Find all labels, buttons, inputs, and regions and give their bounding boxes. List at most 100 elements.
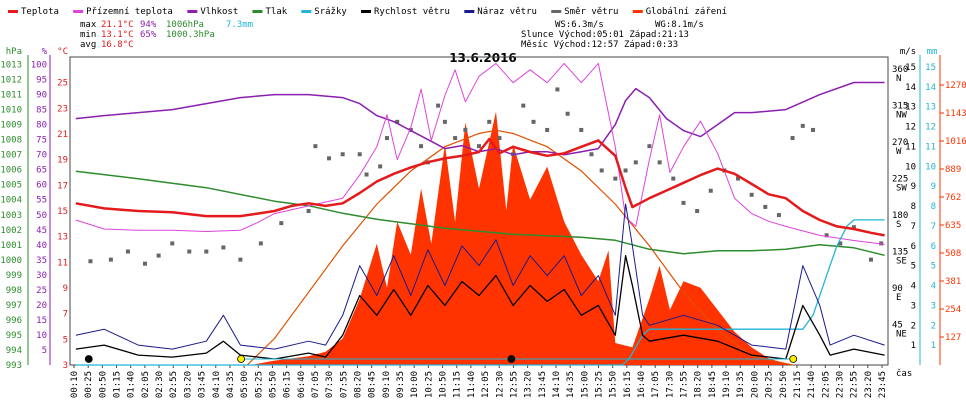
x-tick-label-38: 15:50 <box>609 371 619 398</box>
legend-label-6: Náraz větru <box>477 7 537 17</box>
wind-dir-point-27 <box>463 127 468 132</box>
stat-max-hum: 94% <box>140 20 157 30</box>
x-tick-label-27: 11:15 <box>453 371 463 398</box>
rain-tick-7: 8 <box>931 202 936 212</box>
x-tick-label-1: 00:25 <box>84 371 94 398</box>
x-tick-label-42: 17:30 <box>665 371 675 398</box>
wind-ms-tick-9: 10 <box>905 162 916 172</box>
wind-ms-tick-6: 7 <box>911 222 916 232</box>
wind-dir-label-1: E <box>896 293 901 303</box>
x-tick-label-5: 02:05 <box>141 371 151 398</box>
stat-rain-total: 7.3mm <box>226 20 253 30</box>
plot-area <box>75 62 885 366</box>
x-tick-label-31: 12:55 <box>509 371 519 398</box>
sun-moon-info: WS:6.3m/s WG:8.1m/s Slunce Východ:05:01 … <box>521 20 704 50</box>
wind-dir-point-51 <box>749 192 754 197</box>
wind-dir-point-28 <box>477 144 481 149</box>
pressure_hpa-tick-8: 1001 <box>0 241 22 251</box>
radiation-tick-0: 127 <box>945 333 961 343</box>
pressure_hpa-tick-12: 1005 <box>0 181 22 191</box>
pressure_hpa-tick-19: 1012 <box>0 76 22 86</box>
wind-ms-tick-0: 1 <box>911 341 916 351</box>
legend-label-0: Teplota <box>21 7 59 17</box>
humidity_pct-tick-6: 35 <box>36 256 47 266</box>
x-tick-label-44: 18:20 <box>694 371 704 398</box>
x-tick-label-22: 09:10 <box>382 371 392 398</box>
wind-dir-point-1 <box>108 257 113 262</box>
wind-dir-tick-1: 90 <box>892 284 903 294</box>
x-tick-label-36: 15:00 <box>580 371 590 398</box>
wind-dir-tick-7: 360 <box>892 65 908 75</box>
legend: Teplota Přízemní teplota Vlhkost Tlak Srážky… <box>8 7 727 17</box>
x-tick-label-2: 00:50 <box>98 371 108 398</box>
x-tick-label-9: 03:45 <box>198 371 208 398</box>
legend-swatch-2 <box>187 10 198 13</box>
info-ws: WS:6.3m/s <box>555 20 604 30</box>
pressure_hpa-tick-9: 1002 <box>0 226 22 236</box>
humidity_pct-tick-11: 60 <box>36 181 47 191</box>
stat-avg-label: avg <box>80 40 96 50</box>
radiation-tick-8: 1143 <box>945 109 966 119</box>
radiation-tick-3: 508 <box>945 249 961 259</box>
temperature_c-tick-2: 7 <box>63 310 68 320</box>
wind-ms-tick-12: 13 <box>905 103 916 113</box>
wind-dir-point-50 <box>736 176 741 181</box>
wind-dir-point-10 <box>258 241 263 246</box>
series-teplota <box>75 137 885 237</box>
pressure_hpa-tick-20: 1013 <box>0 61 22 71</box>
wind-dir-point-0 <box>88 259 93 264</box>
legend-swatch-1 <box>73 10 84 13</box>
legend-label-5: Rychlost větru <box>374 7 450 17</box>
humidity_pct-tick-18: 95 <box>36 76 47 86</box>
wind-ms-tick-5: 6 <box>911 242 916 252</box>
x-tick-label-0: 00:10 <box>70 371 80 398</box>
chart-title: 13.6.2016 <box>449 51 517 65</box>
temperature_c-tick-6: 15 <box>57 207 68 217</box>
legend-swatch-6 <box>464 10 475 13</box>
pressure_hpa-tick-4: 997 <box>6 301 22 311</box>
wind-dir-point-24 <box>436 103 441 108</box>
wind-dir-tick-3: 180 <box>892 211 908 221</box>
series-rychlost-vetru <box>75 255 885 360</box>
x-tick-label-10: 04:10 <box>212 371 222 398</box>
x-tick-label-53: 22:05 <box>821 371 831 398</box>
temperature_c-axis-label: °C <box>57 47 68 57</box>
x-tick-label-24: 10:00 <box>410 371 420 398</box>
rain-tick-3: 4 <box>931 282 936 292</box>
temperature_c-tick-3: 9 <box>63 284 68 294</box>
humidity_pct-tick-4: 25 <box>36 286 47 296</box>
wind-dir-point-38 <box>589 152 594 157</box>
radiation-tick-5: 762 <box>945 193 961 203</box>
humidity_pct-tick-3: 20 <box>36 301 47 311</box>
rain-tick-10: 11 <box>925 142 936 152</box>
x-tick-label-15: 06:15 <box>283 371 293 398</box>
wind-dir-point-2 <box>125 249 130 254</box>
info-sun: Slunce Východ:05:01 Západ:21:13 <box>521 30 689 40</box>
rain-tick-8: 9 <box>931 182 936 192</box>
pressure_hpa-tick-15: 1008 <box>0 136 22 146</box>
x-tick-label-26: 10:50 <box>439 371 449 398</box>
wind-ms-tick-7: 8 <box>911 202 916 212</box>
x-tick-label-48: 20:00 <box>750 371 760 398</box>
stat-min-press: 1000.3hPa <box>166 30 215 40</box>
x-tick-label-50: 20:50 <box>779 371 789 398</box>
pressure_hpa-tick-17: 1010 <box>0 106 22 116</box>
x-tick-label-7: 02:55 <box>169 371 179 398</box>
legend-swatch-7 <box>551 10 562 13</box>
temperature_c-tick-0: 3 <box>63 361 68 371</box>
pressure_hpa-tick-2: 995 <box>6 331 22 341</box>
x-axis-label: čas <box>896 368 912 379</box>
temperature_c-tick-5: 13 <box>57 233 68 243</box>
rain-tick-11: 12 <box>925 123 936 133</box>
pressure_hpa-tick-13: 1006 <box>0 166 22 176</box>
rain-tick-12: 13 <box>925 103 936 113</box>
x-tick-label-6: 02:30 <box>155 371 165 398</box>
wind-ms-tick-10: 11 <box>905 142 916 152</box>
wind-dir-point-18 <box>378 164 383 169</box>
x-tick-label-16: 06:40 <box>297 371 307 398</box>
wind-dir-point-59 <box>851 225 856 230</box>
humidity_pct-tick-5: 30 <box>36 271 47 281</box>
legend-label-2: Vlhkost <box>200 7 238 17</box>
wind-dir-tick-2: 135 <box>892 248 908 258</box>
